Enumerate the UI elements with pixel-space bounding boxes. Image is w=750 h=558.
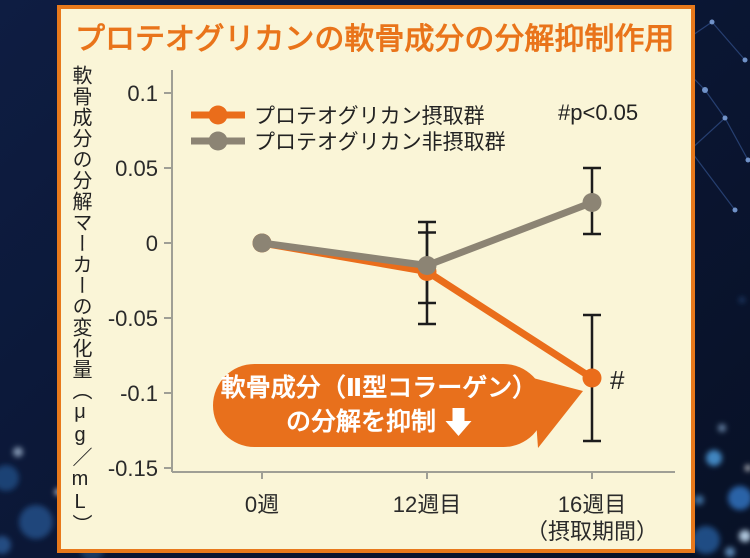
legend-label-intake: プロテオグリカン摂取群 [254, 105, 485, 128]
data-point [582, 193, 602, 212]
y-tick-label: 0 [146, 231, 158, 256]
significance-marker: # [610, 365, 625, 395]
chart-svg: 0.1 0.05 0 -0.05 -0.1 -0.15 0週 12週目 16週目（摂取期間） # [108, 70, 675, 544]
chart-card: プロテオグリカンの軟骨成分の分解抑制作用 軟骨成分の分解マーカーの変化量（μg／… [57, 5, 695, 553]
callout-line1: 軟骨成分（Ⅱ型コラーゲン） [220, 373, 538, 402]
x-tick-label: 12週目 [393, 492, 461, 517]
y-axis-label: 軟骨成分の分解マーカーの変化量（μg／mL） [69, 65, 91, 535]
legend-item-non-intake-group: プロテオグリカン非摂取群 [189, 128, 506, 154]
x-tick-label: 0週 [245, 492, 279, 517]
chart-title: プロテオグリカンの軟骨成分の分解抑制作用 [75, 23, 675, 56]
legend-line-dot-orange-icon [191, 105, 245, 125]
data-point [252, 233, 272, 253]
legend: プロテオグリカン摂取群 プロテオグリカン非摂取群 [189, 102, 506, 154]
legend-item-intake-group: プロテオグリカン摂取群 [189, 102, 506, 128]
y-tick-label: -0.05 [108, 306, 158, 331]
data-point [417, 256, 437, 275]
y-tick-label: -0.15 [108, 456, 158, 481]
callout-line2: の分解を抑制 [285, 407, 436, 436]
x-axis-note: （摂取期間） [526, 519, 658, 544]
down-arrow-icon [445, 408, 472, 437]
x-tick-label: 16週目 [558, 492, 626, 517]
significance-note: #p<0.05 [558, 100, 639, 125]
callout-tail [533, 378, 583, 448]
legend-line-dot-gray-icon [191, 131, 245, 151]
legend-label-non-intake: プロテオグリカン非摂取群 [254, 131, 506, 154]
y-tick-label: -0.1 [120, 381, 158, 406]
data-point [582, 368, 602, 388]
y-tick-label: 0.05 [115, 156, 158, 181]
y-tick-label: 0.1 [127, 81, 158, 106]
callout-bubble: 軟骨成分（Ⅱ型コラーゲン） の分解を抑制 [213, 364, 545, 447]
bokeh-bottom-right [692, 297, 750, 557]
